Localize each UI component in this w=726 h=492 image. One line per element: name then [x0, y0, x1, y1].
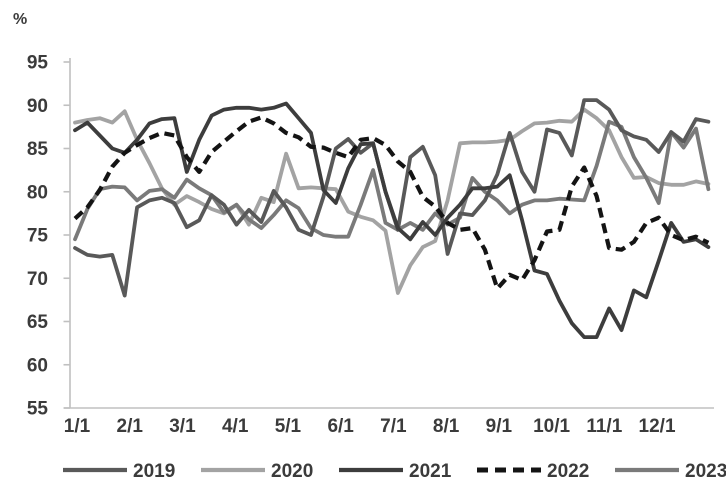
legend-item-2020: 2020 — [201, 461, 313, 482]
x-axis-tick-label: 1/1 — [64, 416, 91, 437]
x-axis-tick-label: 10/1 — [533, 416, 570, 437]
x-axis-tick-label: 2/1 — [117, 416, 144, 437]
y-axis-tick-label: 80 — [27, 182, 48, 203]
y-axis-tick-label: 75 — [27, 226, 49, 247]
x-axis-tick-label: 12/1 — [639, 416, 676, 437]
series-line-2023 — [73, 119, 711, 242]
x-axis-tick-label: 11/1 — [586, 416, 622, 437]
x-axis-tick-label: 7/1 — [380, 416, 407, 437]
x-axis-tick-label: 9/1 — [486, 416, 513, 437]
y-axis-tick-label: 70 — [27, 269, 48, 290]
y-axis-tick-label: 65 — [27, 312, 49, 333]
legend-item-2021: 2021 — [339, 461, 452, 482]
y-axis-tick-label: 90 — [27, 96, 48, 117]
legend-item-2023: 2023 — [615, 461, 726, 482]
legend-label-2022: 2022 — [547, 461, 589, 482]
x-axis-tick-label: 6/1 — [327, 416, 354, 437]
series-line-2020 — [73, 107, 711, 295]
y-axis-tick-label: 55 — [27, 399, 49, 420]
y-axis-tick-label: 60 — [27, 355, 48, 376]
x-axis-tick-label: 4/1 — [222, 416, 249, 437]
legend-item-2019: 2019 — [63, 461, 175, 482]
y-axis-tick-label: 85 — [27, 139, 49, 160]
legend-label-2019: 2019 — [133, 461, 175, 482]
legend-item-2022: 2022 — [477, 461, 589, 482]
series-line-2022 — [73, 115, 710, 291]
x-axis-tick-label: 5/1 — [275, 416, 302, 437]
legend-label-2023: 2023 — [685, 461, 726, 482]
y-axis-tick-label: 95 — [27, 53, 49, 74]
legend-label-2021: 2021 — [409, 461, 452, 482]
x-axis-tick-label: 8/1 — [433, 416, 460, 437]
y-axis-unit-label: % — [13, 11, 27, 28]
legend-label-2020: 2020 — [271, 461, 313, 482]
x-axis-tick-label: 3/1 — [169, 416, 196, 437]
